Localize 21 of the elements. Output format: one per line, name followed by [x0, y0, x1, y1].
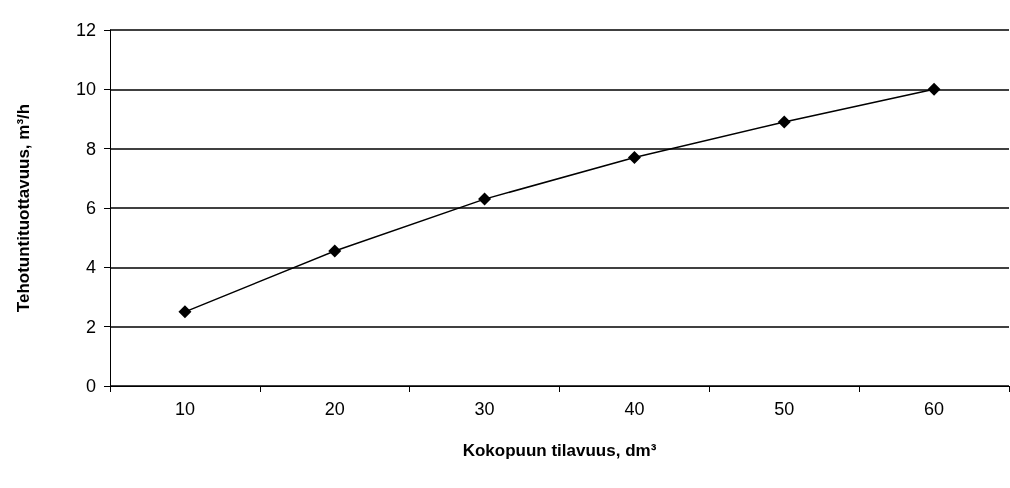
y-tick-label: 0 — [85, 376, 96, 396]
point — [627, 151, 641, 165]
y-tick-label: 10 — [75, 79, 96, 100]
y-tick-label: 2 — [85, 316, 96, 337]
x-tick-label: 30 — [474, 399, 495, 419]
point — [927, 82, 941, 96]
x-tick-label: 60 — [924, 399, 945, 419]
x-tick-label: 20 — [324, 399, 345, 419]
y-tick-label: 4 — [85, 257, 96, 278]
point — [328, 244, 342, 258]
x-tick-label: 50 — [774, 399, 795, 419]
x-tick-label: 40 — [624, 399, 645, 419]
point — [178, 305, 192, 319]
point — [478, 192, 492, 206]
x-tick-label: 10 — [174, 399, 195, 419]
y-tick-label: 8 — [85, 138, 96, 159]
y-tick-label: 12 — [75, 20, 96, 40]
y-tick-label: 6 — [85, 198, 96, 218]
y-axis-title: Tehotuntituottavuus, m³/h — [14, 103, 33, 313]
point — [777, 115, 791, 129]
x-axis-title: Kokopuun tilavuus, dm³ — [462, 441, 657, 460]
